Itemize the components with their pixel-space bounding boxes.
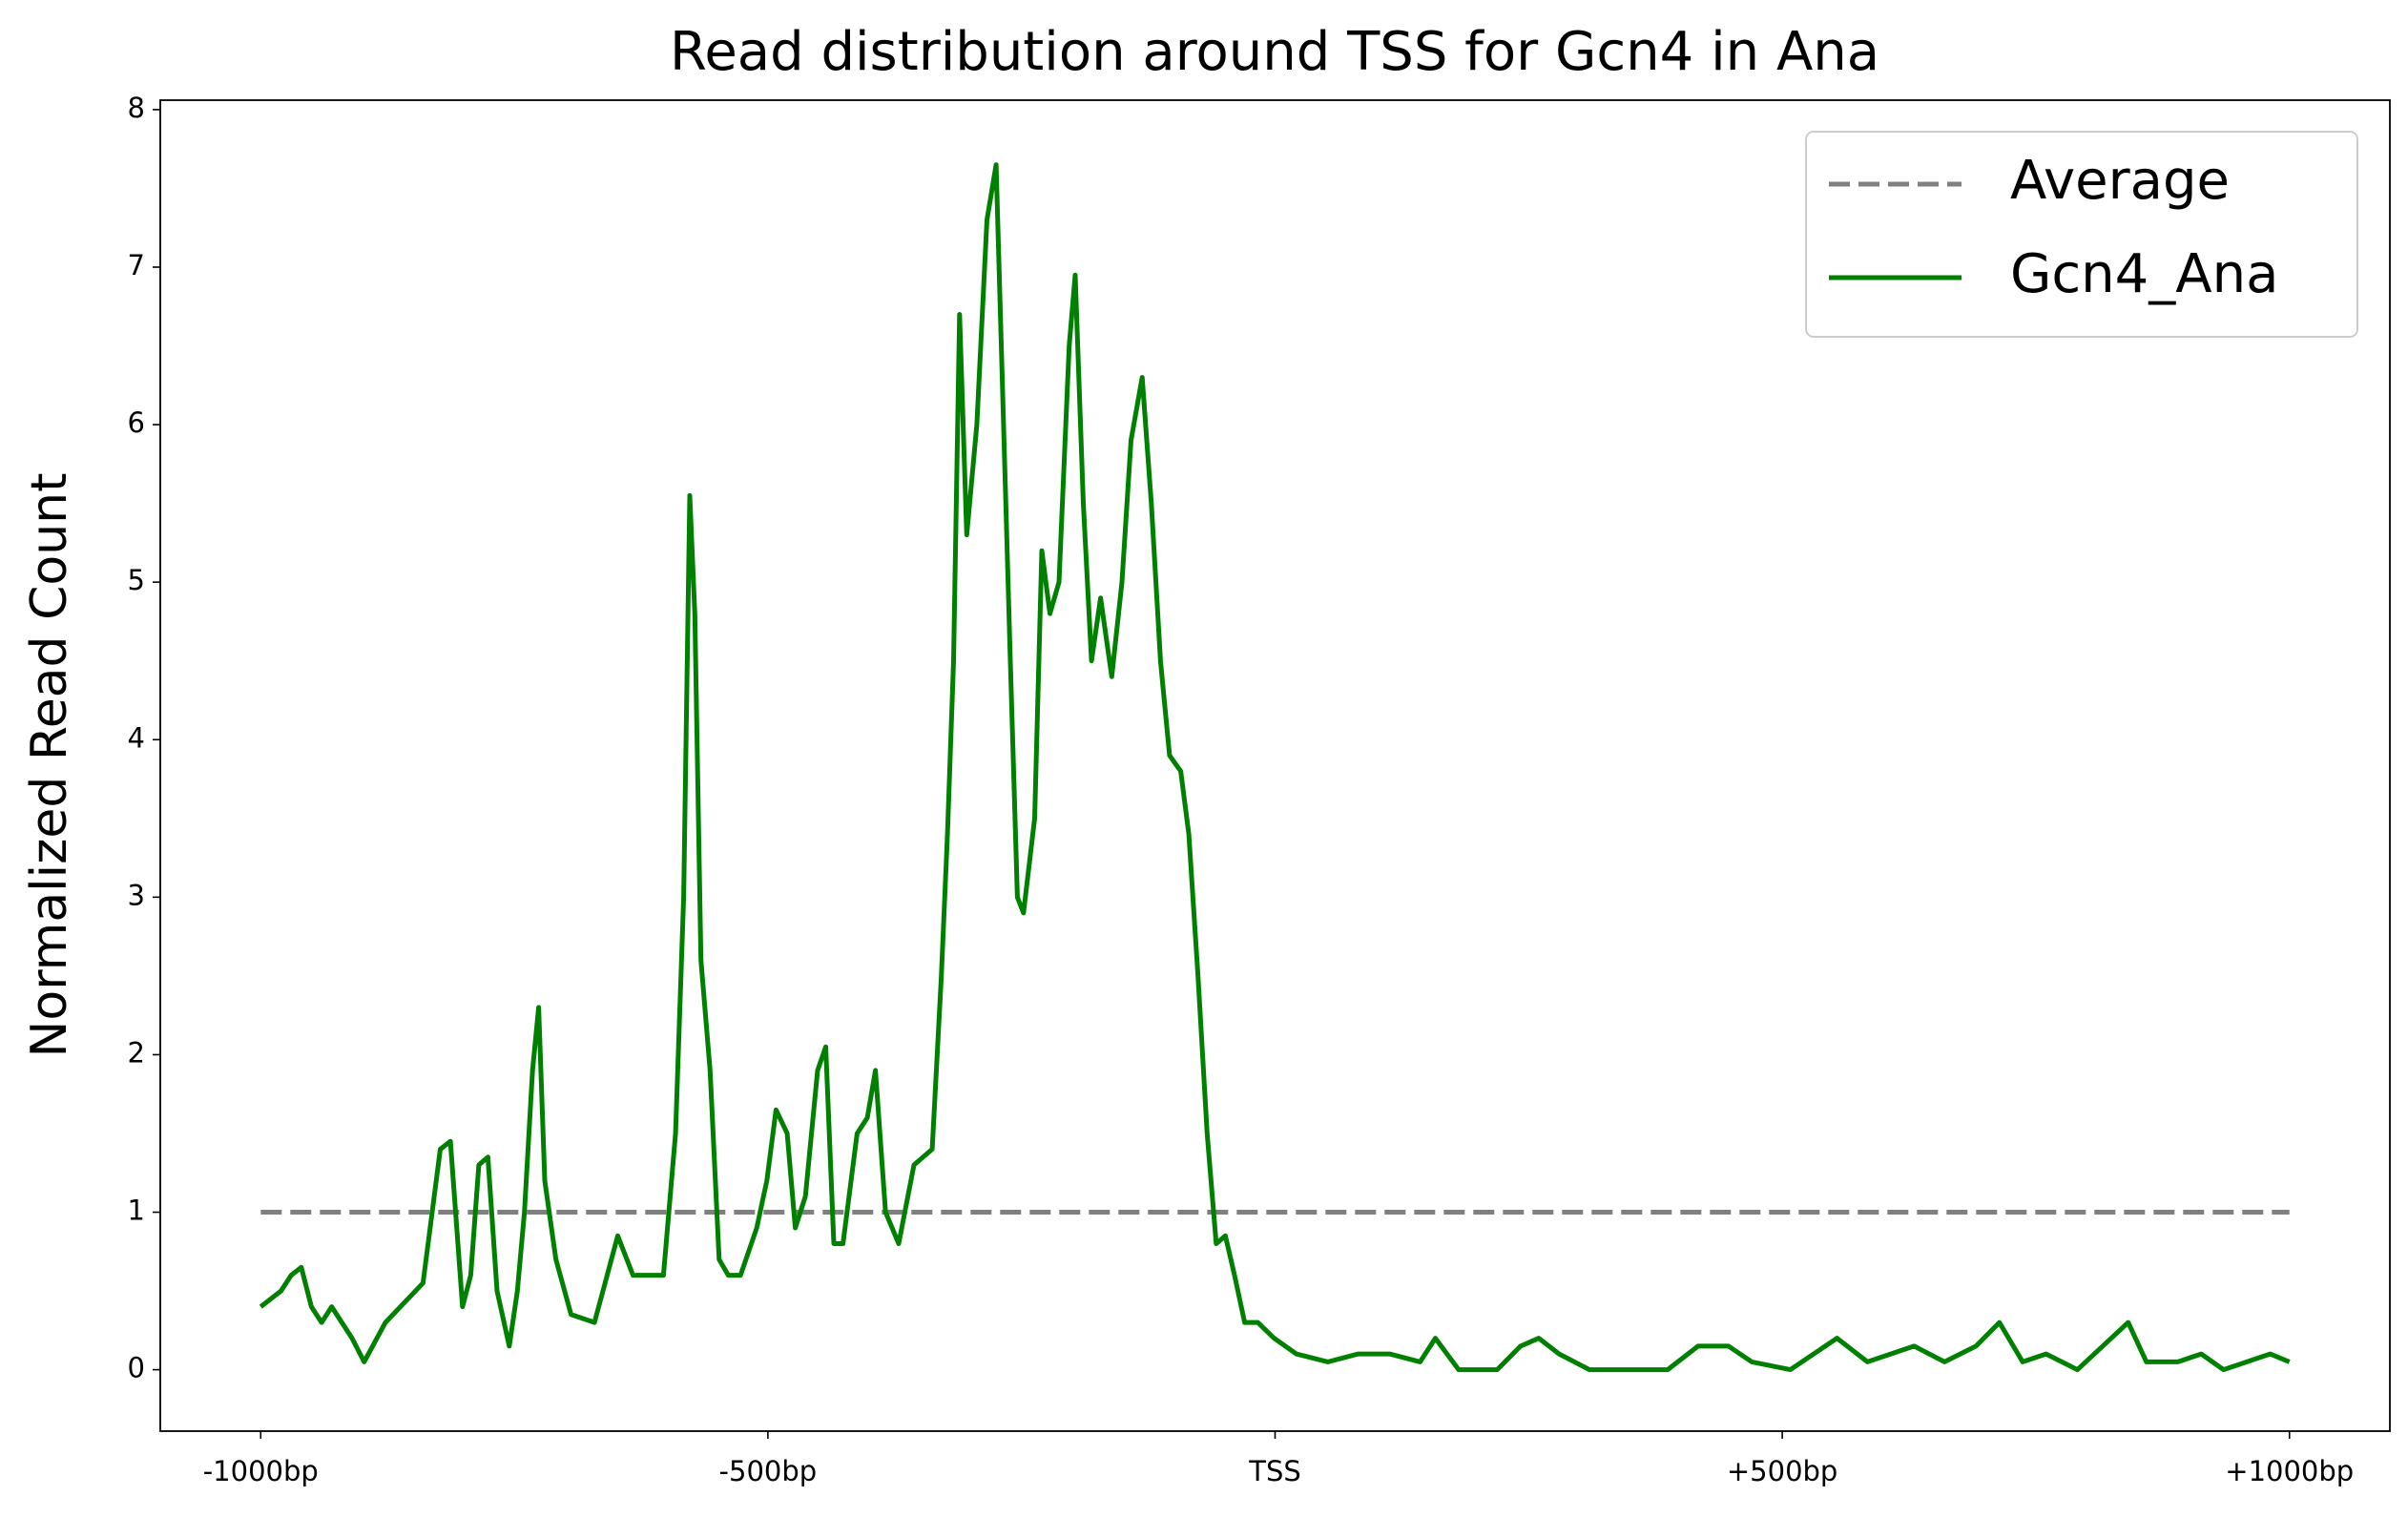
x-tick-label: -500bp (719, 1455, 818, 1487)
x-tick-label: +500bp (1727, 1455, 1837, 1487)
y-tick-label: 7 (128, 249, 145, 281)
y-tick-label: 4 (128, 721, 145, 754)
y-tick-label: 6 (128, 406, 145, 439)
x-tick-label: TSS (1248, 1455, 1301, 1487)
legend-label: Gcn4_Ana (2010, 243, 2278, 305)
x-tick-label: -1000bp (203, 1455, 319, 1487)
y-axis-label: Normalized Read Count (21, 472, 78, 1057)
x-tick-label: +1000bp (2225, 1455, 2354, 1487)
y-tick-label: 8 (128, 92, 145, 124)
legend-label: Average (2010, 150, 2230, 212)
legend-box (1805, 131, 2358, 338)
chart-title: Read distribution around TSS for Gcn4 in… (670, 21, 1879, 83)
plot-frame (159, 99, 2391, 1432)
y-tick-label: 2 (128, 1036, 145, 1069)
line-series (259, 162, 2291, 1373)
y-tick-label: 5 (128, 564, 145, 596)
y-tick-label: 0 (128, 1352, 145, 1384)
y-tick-label: 1 (128, 1195, 145, 1227)
legend: Average Gcn4_Ana (1805, 131, 2358, 338)
y-tick-label: 3 (128, 879, 145, 911)
